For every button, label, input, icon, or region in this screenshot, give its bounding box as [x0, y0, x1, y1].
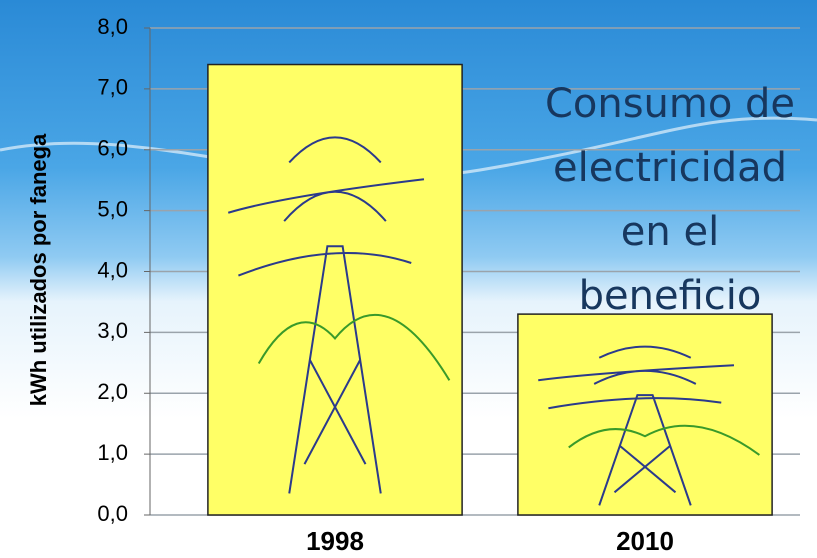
tower-lines [538, 345, 735, 506]
y-tick-label: 3,0 [97, 318, 128, 343]
y-tick-label: 6,0 [97, 136, 128, 161]
y-axis-label: kWh utilizados por fanega [26, 133, 51, 406]
x-tick-label: 2010 [616, 526, 674, 556]
y-tick-label: 5,0 [97, 196, 128, 221]
tower-lines [227, 136, 425, 494]
plot-area: 0,0 1,0 2,0 3,0 4,0 5,0 6,0 7,0 8,0 1998 2010 [97, 14, 800, 556]
chart-title: Consumo de electricidad en el beneficio [544, 81, 796, 319]
tower-illustration [538, 345, 760, 506]
tower-illustration [227, 136, 451, 494]
y-tick-label: 2,0 [97, 379, 128, 404]
x-tick-label: 1998 [306, 526, 364, 556]
y-tick-label: 7,0 [97, 75, 128, 100]
hill-line [568, 424, 760, 456]
y-tick-label: 1,0 [97, 440, 128, 465]
hill-line [257, 313, 451, 381]
y-tick-label: 0,0 [97, 501, 128, 526]
y-tick-label: 8,0 [97, 14, 128, 39]
y-tick-label: 4,0 [97, 257, 128, 282]
bar [207, 63, 463, 516]
bar [517, 313, 773, 516]
